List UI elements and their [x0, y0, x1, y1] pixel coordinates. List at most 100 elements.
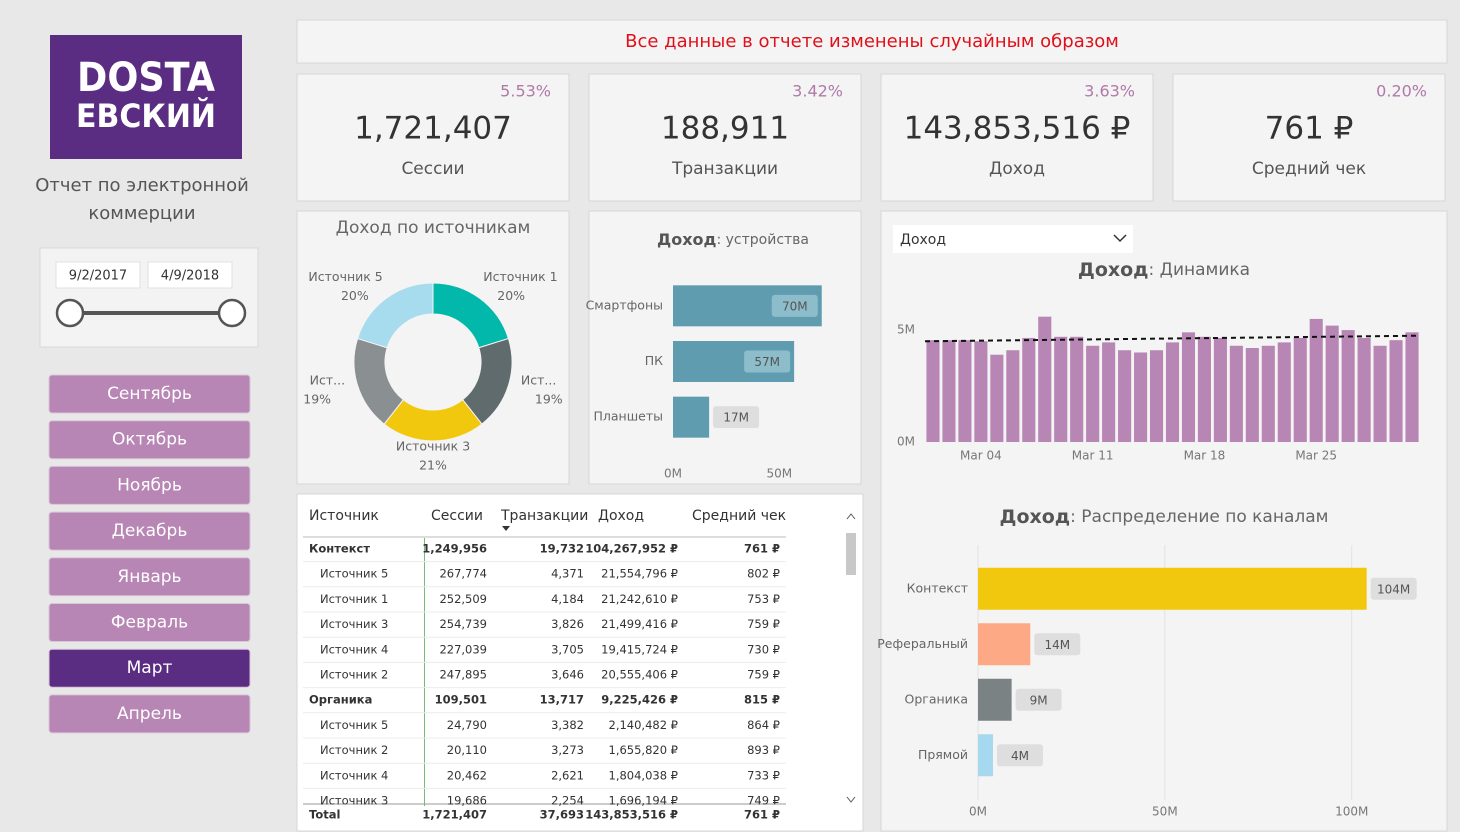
table-cell: 733 ₽ [747, 768, 780, 782]
month-label[interactable]: Декабрь [112, 521, 188, 541]
table-cell: Источник 2 [320, 743, 388, 757]
table-cell: 19,732 [540, 542, 584, 556]
month-label[interactable]: Март [127, 658, 173, 678]
table-cell: 1,804,038 ₽ [609, 768, 679, 782]
sort-indicator[interactable] [502, 526, 510, 531]
month-label[interactable]: Апрель [117, 704, 182, 724]
month-button[interactable] [48, 648, 251, 688]
value-chip [1370, 577, 1417, 600]
table-cell: 254,739 [439, 617, 487, 631]
scroll-up[interactable] [846, 513, 856, 520]
table-cell: 4,371 [551, 567, 584, 581]
table-cell: Органика [309, 693, 372, 707]
table-cell: 267,774 [439, 567, 487, 581]
table-cell: 20,110 [447, 743, 487, 757]
table-cell: 2,621 [551, 768, 584, 782]
date-input[interactable] [147, 261, 233, 289]
logo-box [50, 35, 242, 159]
table-cell: Источник 4 [320, 642, 388, 656]
value-label: 70M [782, 299, 808, 313]
table-cell: 9,225,426 ₽ [601, 693, 678, 707]
bar [1277, 342, 1291, 442]
dropdown[interactable] [893, 225, 1133, 253]
table-cell: Источник 3 [320, 617, 388, 631]
table-cell: Источник 5 [320, 567, 388, 581]
bar [978, 678, 1012, 721]
slider-handle[interactable] [217, 298, 247, 328]
report-title: Отчет по электронной [35, 175, 249, 196]
bar [1006, 350, 1020, 442]
table-cell: 21,242,610 ₽ [601, 592, 678, 606]
month-label[interactable]: Октябрь [112, 430, 187, 450]
month-label[interactable]: Ноябрь [117, 475, 182, 495]
table-cell: 3,826 [551, 617, 584, 631]
month-label[interactable]: Сентябрь [107, 384, 192, 404]
table-cell: 2,254 [551, 794, 584, 808]
month-button[interactable] [48, 557, 251, 597]
slider-handle[interactable] [55, 298, 85, 328]
table-cell: 759 ₽ [747, 668, 780, 682]
slice-value: 19% [303, 391, 331, 406]
table-total: 1,721,407 [422, 808, 487, 822]
kpi-card [296, 73, 570, 202]
kpi-value: 1,721,407 [354, 111, 512, 147]
scroll-thumb[interactable] [846, 533, 856, 575]
slice-label: Ист... [310, 372, 345, 387]
month-label[interactable]: Январь [117, 567, 181, 587]
month-button[interactable] [48, 465, 251, 505]
table-cell: 1,655,820 ₽ [609, 743, 679, 757]
bar [1229, 345, 1243, 442]
month-label[interactable]: Февраль [111, 613, 188, 633]
title-bold: Доход [657, 230, 717, 249]
panel [880, 210, 1448, 832]
x-tick-label: Mar 25 [1295, 449, 1337, 463]
kpi-label: Средний чек [1252, 159, 1366, 179]
x-tick-label: 50M [766, 467, 792, 481]
table-header: Сессии [431, 508, 483, 524]
table-cell: 252,509 [439, 592, 487, 606]
slice-label: Источник 5 [308, 269, 382, 284]
y-tick-label: Реферальный [877, 636, 968, 651]
table-cell: Источник 1 [320, 592, 388, 606]
title-bold: Доход [1078, 259, 1149, 281]
dropdown-chevron[interactable] [1113, 234, 1127, 243]
table-cell: Источник 3 [320, 794, 388, 808]
bar [1197, 336, 1211, 442]
date-start[interactable]: 9/2/2017 [69, 269, 127, 284]
month-button[interactable] [48, 374, 251, 414]
bar [978, 623, 1031, 666]
x-tick-label: Mar 11 [1072, 449, 1114, 463]
bar [978, 567, 1367, 610]
bar [1245, 348, 1259, 442]
bar [1022, 337, 1036, 442]
kpi-card [588, 73, 862, 202]
date-end[interactable]: 4/9/2018 [161, 269, 219, 284]
scroll-down[interactable] [846, 796, 856, 803]
bar [1309, 318, 1323, 442]
x-tick-label: 0M [969, 805, 987, 819]
kpi-change: 3.42% [792, 82, 843, 101]
value-label: 14M [1045, 638, 1071, 652]
kpi-label: Доход [989, 159, 1045, 179]
value-label: 17M [723, 411, 749, 425]
dropdown-value[interactable]: Доход [900, 232, 946, 248]
banner: Все данные в отчете изменены случайным о… [625, 31, 1119, 52]
table-header: Транзакции [500, 508, 588, 524]
table-cell: 753 ₽ [747, 592, 780, 606]
month-button[interactable] [48, 511, 251, 551]
chart-title: Доход по источникам [336, 218, 531, 238]
bar [1405, 332, 1419, 442]
kpi-value: 188,911 [661, 111, 789, 147]
bar [1118, 350, 1132, 442]
table-cell: 761 ₽ [744, 542, 780, 556]
kpi-label: Сессии [401, 159, 464, 179]
month-button[interactable] [48, 694, 251, 734]
value-label: 4M [1011, 749, 1029, 763]
table-header: Доход [598, 508, 644, 524]
table-cell: Контекст [309, 542, 370, 556]
date-input[interactable] [55, 261, 141, 289]
table-cell: 24,790 [447, 718, 487, 732]
month-button[interactable] [48, 420, 251, 460]
month-button[interactable] [48, 603, 251, 642]
